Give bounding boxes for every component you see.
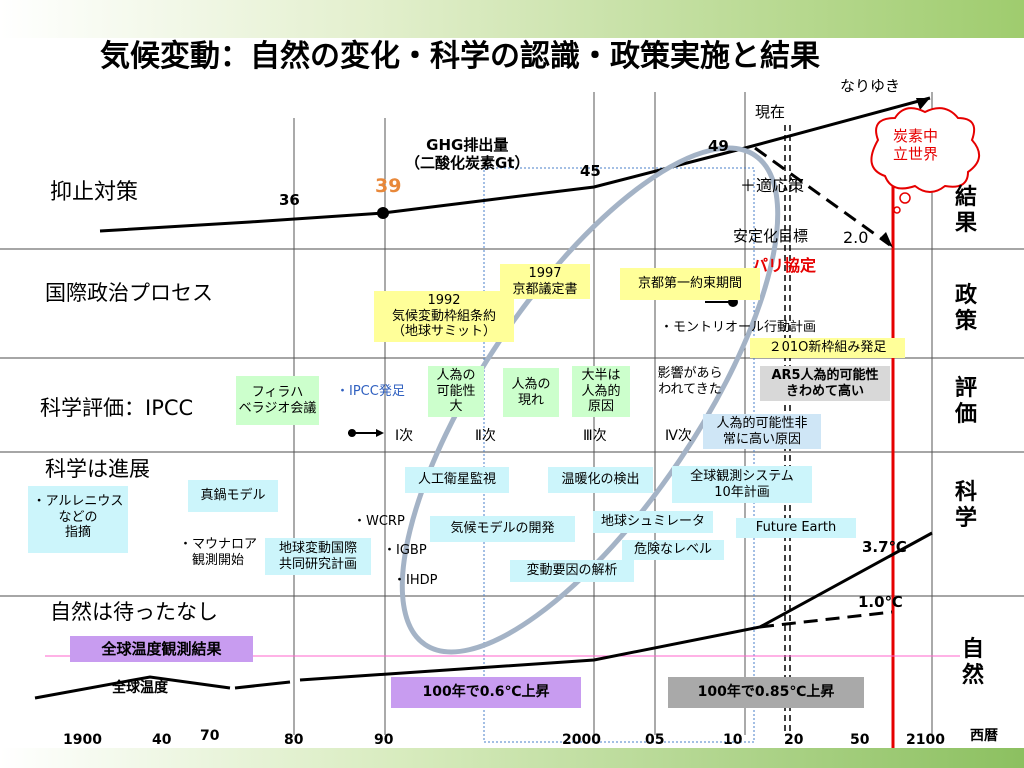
stabilization-label: 安定化目標 bbox=[733, 227, 809, 245]
tick-50: 50 bbox=[850, 732, 870, 748]
tick-90: 90 bbox=[374, 732, 394, 748]
row-label-politics: 国際政治プロセス bbox=[45, 281, 213, 305]
ihdp-label: ・IHDP bbox=[393, 573, 438, 588]
global-obs-result-box: 全球温度観測結果 bbox=[70, 636, 253, 662]
tick-2000: 2000 bbox=[562, 732, 601, 748]
global-obs-system-box: 全球観測システム 10年計画 bbox=[672, 466, 812, 504]
naruyuki-label: なりゆき bbox=[840, 77, 901, 95]
earth-sim-box: 地球シュミレータ bbox=[593, 511, 713, 533]
impacts-label: 影響があら われてきた bbox=[657, 366, 723, 397]
kyoto-box: 1997 京都議定書 bbox=[500, 264, 590, 300]
footer-band bbox=[0, 748, 1024, 768]
ar3-evident-box: 人為の 現れ bbox=[503, 368, 559, 418]
ar3-label: Ⅲ次 bbox=[583, 428, 607, 444]
carbon-neutral-cloud bbox=[870, 107, 980, 193]
danger-level-box: 危険なレベル bbox=[622, 540, 724, 560]
very-high-box: 人為的可能性非 常に高い原因 bbox=[703, 414, 821, 450]
side-label-eval: 評 価 bbox=[955, 376, 978, 428]
axis-unit-label: 西暦 bbox=[970, 728, 998, 744]
row-label-nature: 自然は待ったなし bbox=[50, 600, 218, 624]
page-title: 気候変動：自然の変化・科学の認識・政策実施と結果 bbox=[100, 39, 820, 74]
row-label-science-eval: 科学評価：IPCC bbox=[40, 396, 194, 420]
temp-37-label: 3.7℃ bbox=[862, 538, 907, 556]
tick-70: 70 bbox=[200, 728, 220, 744]
side-label-nature: 自 然 bbox=[962, 637, 985, 689]
rise-06-box: 100年で0.6℃上昇 bbox=[391, 677, 581, 708]
igbp-label: ・IGBP bbox=[383, 543, 427, 558]
adaptation-label: ＋適応策 bbox=[740, 176, 805, 195]
temp-10-label: 1.0℃ bbox=[858, 593, 903, 611]
genzai-label: 現在 bbox=[755, 103, 786, 121]
future-earth-box: Future Earth bbox=[736, 518, 856, 538]
row-label-control: 抑止対策 bbox=[50, 180, 139, 205]
unfccc-box: 1992 気候変動枠組条約 （地球サミット） bbox=[374, 291, 514, 342]
satellite-box: 人工衛星監視 bbox=[405, 467, 509, 493]
side-label-result: 結 果 bbox=[955, 185, 978, 237]
ar5-box: AR5人為的可能性 きわめて高い bbox=[760, 366, 890, 402]
tick-05: 05 bbox=[645, 732, 665, 748]
montreal-label: ・モントリオール行動計画 bbox=[660, 320, 817, 335]
ar3-mostly-box: 大半は 人為的 原因 bbox=[572, 366, 630, 417]
arrhenius-box: ・アルレニウス などの 指摘 bbox=[28, 486, 128, 553]
two-degree-label: 2.0 bbox=[843, 228, 869, 247]
row-label-science-progress: 科学は進展 bbox=[45, 457, 150, 481]
ar1-label: Ⅰ次 bbox=[395, 428, 414, 444]
header-band bbox=[0, 0, 1024, 38]
tick-80: 80 bbox=[284, 732, 304, 748]
ghg-value-39: 39 bbox=[375, 175, 402, 197]
tick-20: 20 bbox=[784, 732, 804, 748]
tick-2100: 2100 bbox=[906, 732, 945, 748]
paris-agreement-label: パリ協定 bbox=[752, 256, 817, 275]
side-label-science: 科 学 bbox=[955, 480, 978, 532]
ar4-label: Ⅳ次 bbox=[665, 428, 692, 444]
side-label-policy: 政 策 bbox=[955, 283, 978, 335]
framework-2010-box: ２01O新枠組み発足 bbox=[750, 338, 905, 358]
ghg-value-36: 36 bbox=[279, 191, 300, 209]
warming-detect-box: 温暖化の検出 bbox=[548, 467, 653, 493]
global-temp-label: 全球温度 bbox=[112, 680, 168, 696]
manabe-box: 真鍋モデル bbox=[188, 480, 278, 512]
ar2-label: Ⅱ次 bbox=[475, 428, 496, 444]
rise-085-box: 100年で0.85℃上昇 bbox=[668, 677, 864, 708]
model-dev-box: 気候モデルの開発 bbox=[430, 516, 575, 542]
igbp-joint-box: 地球変動国際 共同研究計画 bbox=[265, 538, 371, 576]
factor-analysis-box: 変動要因の解析 bbox=[510, 560, 634, 582]
ipcc-founded-label: ・IPCC発足 bbox=[336, 384, 405, 399]
carbon-neutral-label: 炭素中 立世界 bbox=[893, 127, 939, 163]
wcrp-label: ・WCRP bbox=[353, 514, 405, 529]
ghg-value-49: 49 bbox=[708, 137, 729, 155]
ghg-label: GHG排出量 （二酸化炭素Gt） bbox=[405, 136, 530, 172]
ghg-value-45: 45 bbox=[580, 162, 601, 180]
mauna-loa-label: ・マウナロア 観測開始 bbox=[178, 537, 257, 568]
tick-1900: 1900 bbox=[63, 732, 102, 748]
tick-40: 40 bbox=[152, 732, 172, 748]
villach-box: フィラハ ベラジオ会議 bbox=[236, 376, 319, 426]
ar2-possible-box: 人為の 可能性 大 bbox=[428, 366, 484, 417]
tick-10: 10 bbox=[723, 732, 743, 748]
kyoto-period-box: 京都第一約束期間 bbox=[620, 268, 760, 300]
